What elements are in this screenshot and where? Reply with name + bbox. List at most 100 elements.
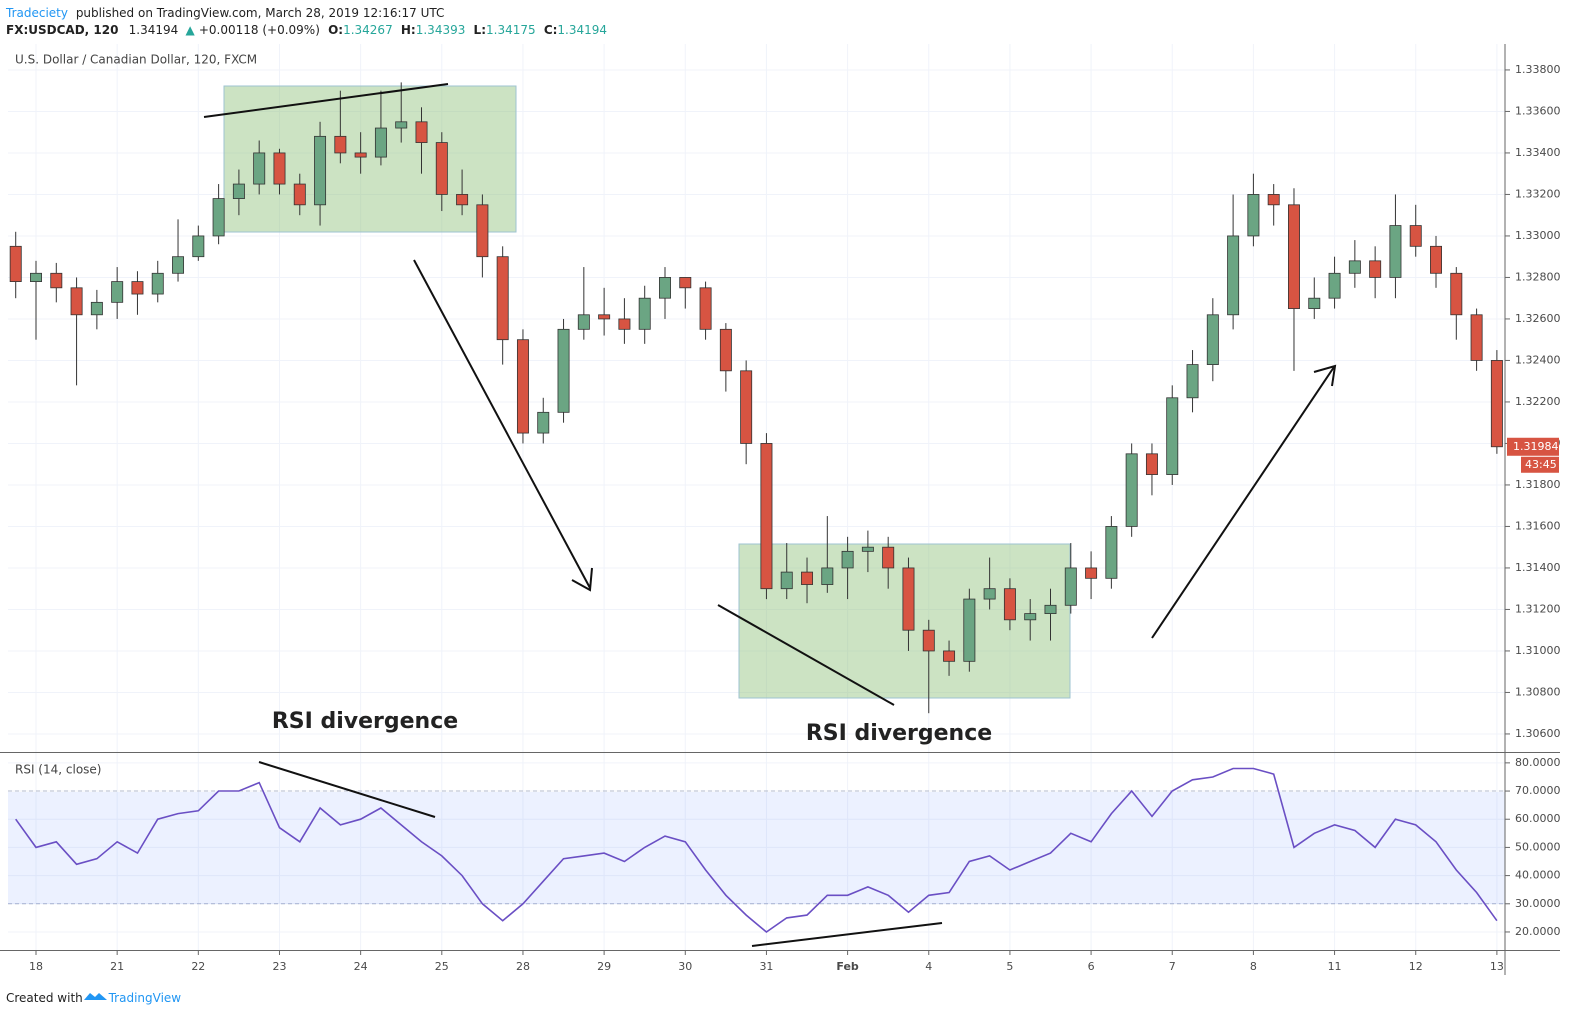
open: 1.34267 xyxy=(343,23,393,37)
candle-body xyxy=(516,339,529,434)
candle-body xyxy=(496,256,509,341)
x-tick-label: 30 xyxy=(678,960,692,973)
y-tick-label: 1.32200 xyxy=(1515,395,1561,408)
quote-line: FX:USDCAD, 120 1.34194 ▲ +0.00118 (+0.09… xyxy=(6,23,607,37)
candle-body xyxy=(861,546,874,552)
y-tick-label: 40.0000 xyxy=(1515,869,1561,882)
x-tick-label: 13 xyxy=(1490,960,1504,973)
c-label: C: xyxy=(544,23,558,37)
candle-body xyxy=(131,281,144,295)
candle-body xyxy=(922,629,935,652)
candle-body xyxy=(780,571,793,590)
y-tick-label: 1.33800 xyxy=(1515,63,1561,76)
x-tick-label: 8 xyxy=(1250,960,1257,973)
candle-body xyxy=(598,314,611,320)
symbol: FX:USDCAD, 120 xyxy=(6,23,118,37)
y-tick-label: 20.0000 xyxy=(1515,925,1561,938)
author[interactable]: Tradeciety xyxy=(5,6,68,20)
candle-body xyxy=(760,443,773,590)
candle-body xyxy=(1389,225,1402,278)
header-line: Tradeciety published on TradingView.com,… xyxy=(5,6,444,20)
candle-body xyxy=(537,411,550,434)
y-tick-label: 70.0000 xyxy=(1515,784,1561,797)
candle-body xyxy=(253,152,266,185)
candle-body xyxy=(1044,604,1057,614)
candle-body xyxy=(232,183,245,199)
x-tick-label: 28 xyxy=(516,960,530,973)
candle-body xyxy=(1166,397,1179,475)
annotation: RSI divergence xyxy=(272,709,458,734)
candle-body xyxy=(882,546,895,569)
y-tick-label: 1.31800 xyxy=(1515,478,1561,491)
candle-body xyxy=(841,550,854,569)
y-tick-label: 1.31200 xyxy=(1515,602,1561,615)
x-tick-label: 7 xyxy=(1169,960,1176,973)
frame xyxy=(0,44,1560,975)
x-tick-label: 12 xyxy=(1409,960,1423,973)
candle-body xyxy=(111,281,124,303)
candle-body xyxy=(963,598,976,662)
arrowhead xyxy=(571,567,593,592)
candle-body xyxy=(212,198,225,237)
candle-body xyxy=(659,277,671,299)
x-tick-label: 29 xyxy=(597,960,611,973)
y-tick-label: 1.32400 xyxy=(1515,353,1561,366)
candle-body xyxy=(679,277,692,289)
x-tick-label: Feb xyxy=(836,960,859,973)
candle-body xyxy=(1024,613,1037,621)
candle-body xyxy=(70,287,83,316)
y-tick-label: 1.32800 xyxy=(1515,270,1561,283)
y-tick-label: 1.33600 xyxy=(1515,104,1561,117)
candle-body xyxy=(1470,314,1483,361)
candle-body xyxy=(1003,588,1016,621)
y-tick-label: 1.33000 xyxy=(1515,229,1561,242)
trend-line xyxy=(717,604,895,706)
candle-body xyxy=(801,571,814,585)
arrow xyxy=(1151,366,1335,639)
published: published on TradingView.com, March 28, … xyxy=(76,6,445,20)
candle-body xyxy=(1145,453,1158,475)
candle-body xyxy=(740,370,753,444)
y-tick-label: 80.0000 xyxy=(1515,756,1561,769)
l-label: L: xyxy=(474,23,486,37)
brand[interactable]: TradingView xyxy=(108,991,182,1005)
candle-body xyxy=(415,121,428,143)
y-tick-label: 1.33200 xyxy=(1515,187,1561,200)
rsi-line xyxy=(15,767,1498,934)
y-tick-label: 50.0000 xyxy=(1515,840,1561,853)
candle-body xyxy=(9,245,22,282)
candle-body xyxy=(1227,235,1240,316)
candle-body xyxy=(1064,567,1077,606)
annotation: RSI divergence xyxy=(806,721,992,746)
y-tick-label: 1.30800 xyxy=(1515,685,1561,698)
y-tick-label: 60.0000 xyxy=(1515,812,1561,825)
candle-body xyxy=(395,121,408,129)
x-tick-label: 6 xyxy=(1088,960,1095,973)
y-tick-label: 1.32600 xyxy=(1515,312,1561,325)
candle-body xyxy=(1308,297,1321,309)
candle-body xyxy=(1328,272,1341,299)
candle-body xyxy=(1105,526,1118,579)
candle-body xyxy=(456,194,469,206)
candle-body xyxy=(902,567,915,631)
x-tick-label: 24 xyxy=(354,960,368,973)
x-tick-label: 25 xyxy=(435,960,449,973)
candle-body xyxy=(577,314,590,330)
x-tick-label: 21 xyxy=(110,960,124,973)
y-tick-label: 1.31600 xyxy=(1515,519,1561,532)
drawings xyxy=(203,83,1337,947)
candle-body xyxy=(1247,194,1260,237)
candle-body xyxy=(1348,260,1361,274)
countdown-box xyxy=(1521,456,1559,473)
created-with: Created with xyxy=(6,991,83,1005)
candle-body xyxy=(1490,360,1503,448)
candle-body xyxy=(374,127,387,158)
change: +0.00118 (+0.09%) xyxy=(199,23,320,37)
marks-layer xyxy=(9,82,1503,934)
candle-body xyxy=(435,142,448,195)
candle-body xyxy=(334,135,347,154)
x-tick-label: 5 xyxy=(1006,960,1013,973)
candle-body xyxy=(1085,567,1098,579)
rsi-band-bg xyxy=(8,792,1505,904)
